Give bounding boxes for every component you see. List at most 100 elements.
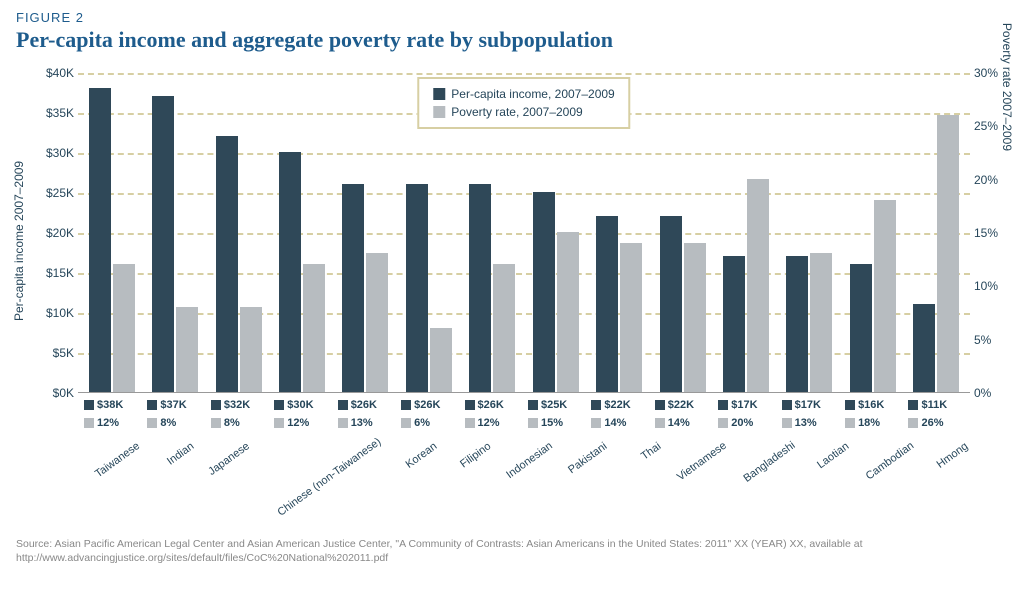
y-right-tick: 5% [974,333,1008,347]
x-category-label: Filipino [449,440,493,477]
value-income: $22K [655,399,710,411]
bar-income [469,184,491,392]
bar-group [84,73,139,392]
value-income: $38K [84,399,139,411]
value-income: $16K [845,399,900,411]
value-income: $30K [274,399,329,411]
bar-poverty [620,243,642,392]
value-poverty: 20% [718,417,773,429]
legend-label: Per-capita income, 2007–2009 [451,85,614,103]
y-right-tick: 10% [974,279,1008,293]
value-poverty: 12% [274,417,329,429]
value-poverty: 26% [908,417,963,429]
value-income: $17K [718,399,773,411]
x-category-label: Thai [619,440,663,477]
bar-income [596,216,618,392]
value-poverty: 14% [655,417,710,429]
bar-income [533,192,555,392]
figure-label: FIGURE 2 [16,10,1008,25]
y-left-axis-label: Per-capita income 2007–2009 [12,161,26,321]
y-right-tick: 15% [974,226,1008,240]
bar-poverty [874,200,896,392]
bar-income [152,96,174,392]
bar-income [786,256,808,392]
x-category-label: Cambodian [863,440,916,483]
value-poverty: 6% [401,417,456,429]
legend-item-income: Per-capita income, 2007–2009 [433,85,614,103]
value-income: $26K [338,399,393,411]
bar-group [274,73,329,392]
value-income: $32K [211,399,266,411]
y-left-tick: $35K [16,106,74,120]
y-left-tick: $5K [16,346,74,360]
bar-income [406,184,428,392]
y-right-tick: 25% [974,119,1008,133]
legend: Per-capita income, 2007–2009 Poverty rat… [417,77,630,129]
bar-poverty [113,264,135,392]
bar-group [782,73,837,392]
value-poverty: 12% [465,417,520,429]
bar-poverty [303,264,325,392]
bar-poverty [684,243,706,392]
bar-poverty [937,115,959,392]
y-left-tick: $30K [16,146,74,160]
chart-title: Per-capita income and aggregate poverty … [16,27,1008,53]
bar-group [338,73,393,392]
value-income: $11K [908,399,963,411]
y-left-tick: $20K [16,226,74,240]
bar-income [723,256,745,392]
bar-group [211,73,266,392]
bar-income [913,304,935,392]
x-category-label: Vietnamese [675,440,729,484]
x-category-label: Laotian [807,440,851,477]
value-income: $26K [465,399,520,411]
legend-label: Poverty rate, 2007–2009 [451,103,582,121]
x-category-label: Japanese [206,440,252,478]
bar-income [216,136,238,392]
x-category-label: Chinese (non-Taiwanese) [275,436,383,519]
plot-area: Per-capita income, 2007–2009 Poverty rat… [78,73,970,393]
x-category-label: Taiwanese [93,440,142,480]
bar-poverty [493,264,515,392]
legend-item-poverty: Poverty rate, 2007–2009 [433,103,614,121]
value-income: $26K [401,399,456,411]
y-left-tick: $25K [16,186,74,200]
x-category-label: Pakistani [565,440,609,477]
bar-poverty [747,179,769,392]
value-poverty: 18% [845,417,900,429]
x-category-label: Indonesian [504,440,555,481]
value-income: $25K [528,399,583,411]
bar-poverty [366,253,388,392]
x-category-label: Indian [152,440,196,477]
value-poverty: 15% [528,417,583,429]
y-left-tick: $15K [16,266,74,280]
value-poverty: 13% [782,417,837,429]
value-poverty: 13% [338,417,393,429]
source-text: Source: Asian Pacific American Legal Cen… [16,537,1008,565]
y-right-tick: 20% [974,173,1008,187]
value-poverty: 12% [84,417,139,429]
y-left-tick: $40K [16,66,74,80]
bar-income [89,88,111,392]
x-category-label: Hmong [926,440,970,477]
y-left-tick: $0K [16,386,74,400]
y-right-tick: 0% [974,386,1008,400]
y-right-tick: 30% [974,66,1008,80]
x-category-label: Bangladeshi [741,439,797,484]
bar-group [655,73,710,392]
value-poverty: 8% [211,417,266,429]
value-income: $17K [782,399,837,411]
bar-income [850,264,872,392]
value-income: $22K [591,399,646,411]
bar-group [147,73,202,392]
bar-group [718,73,773,392]
value-poverty: 8% [147,417,202,429]
bar-poverty [557,232,579,392]
bar-group [908,73,963,392]
bar-group [845,73,900,392]
chart: Per-capita income 2007–2009 Poverty rate… [16,61,1008,531]
bar-income [342,184,364,392]
bar-poverty [240,307,262,392]
bar-income [279,152,301,392]
value-income: $37K [147,399,202,411]
